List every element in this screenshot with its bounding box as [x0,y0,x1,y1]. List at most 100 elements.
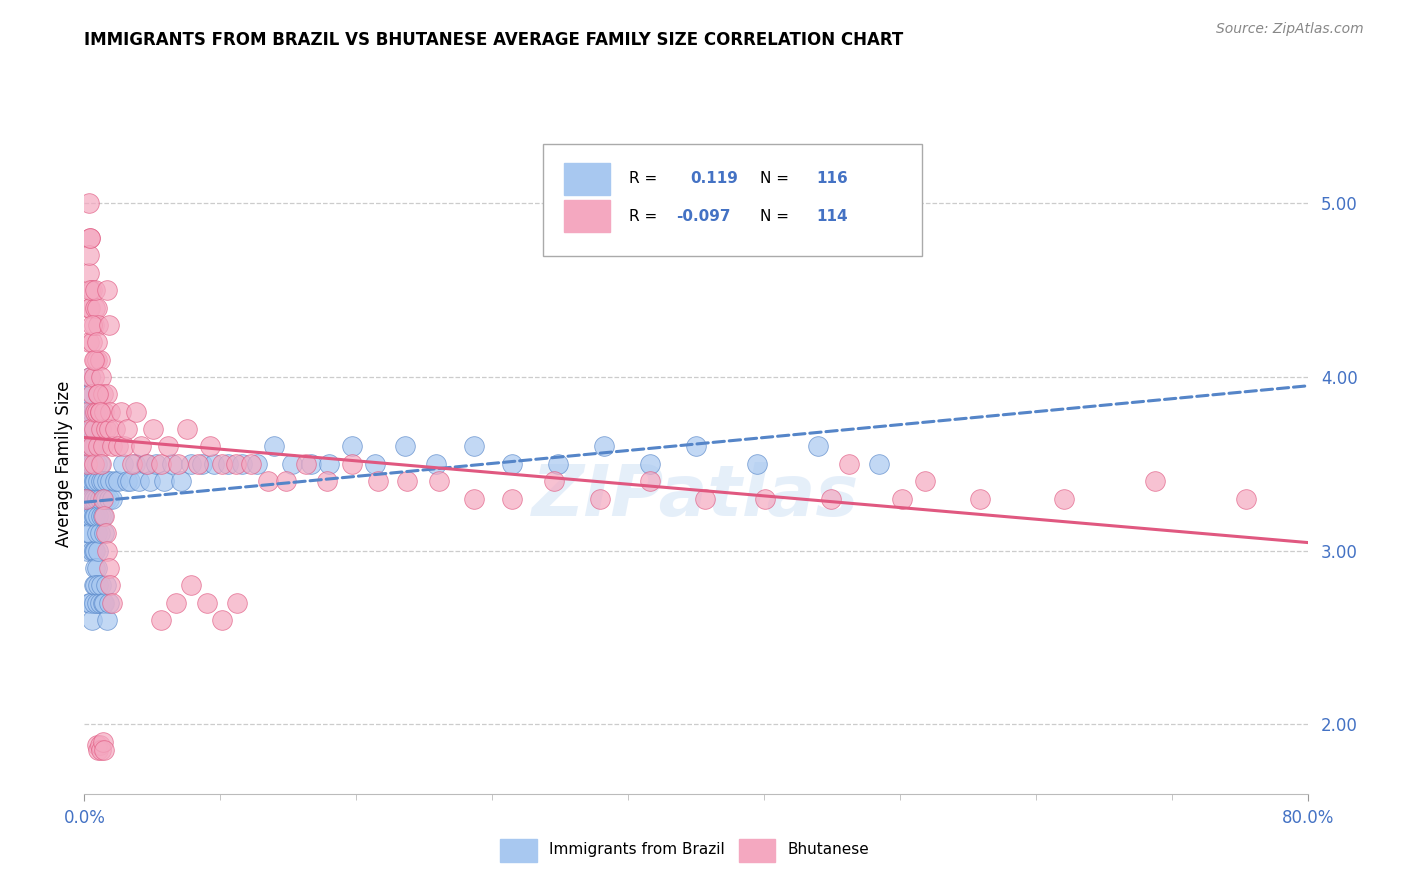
Point [316,474,339,488]
Point [96,543,118,558]
Point [695,491,717,506]
Point [170,474,193,488]
Point [84,578,107,592]
Point [89,738,111,752]
Point [77,491,100,506]
Point [807,440,830,454]
Point [79,491,101,506]
Point [463,440,485,454]
Point [83,405,105,419]
Point [502,457,524,471]
Point [83,508,105,523]
Point [86,301,108,315]
Text: N =: N = [759,171,793,186]
Text: R =: R = [628,209,662,224]
Point [91,387,114,401]
Point [685,440,707,454]
Point [94,526,117,541]
Point [84,474,107,488]
Point [87,543,110,558]
Text: IMMIGRANTS FROM BRAZIL VS BHUTANESE AVERAGE FAMILY SIZE CORRELATION CHART: IMMIGRANTS FROM BRAZIL VS BHUTANESE AVER… [84,31,904,49]
Point [86,405,108,419]
Point [87,440,110,454]
Text: N =: N = [759,209,793,224]
Point [543,474,565,488]
Point [427,474,450,488]
Point [747,457,769,471]
Point [157,440,180,454]
Point [75,491,97,506]
Point [124,457,146,471]
Point [395,474,418,488]
Point [195,596,218,610]
Text: R =: R = [628,171,662,186]
Point [820,491,842,506]
Bar [501,839,537,862]
Point [115,422,138,436]
Point [93,491,115,506]
Point [638,474,661,488]
Bar [738,839,776,862]
Point [754,491,776,506]
Point [295,457,318,471]
Point [128,474,150,488]
Point [90,370,112,384]
Point [91,474,114,488]
Point [198,440,221,454]
Point [86,596,108,610]
Point [87,318,110,332]
Text: ZIPatlas: ZIPatlas [533,462,859,532]
Point [202,457,225,471]
Point [91,491,114,506]
Point [79,440,101,454]
Point [101,596,124,610]
Point [96,474,118,488]
Point [180,457,202,471]
Point [246,457,269,471]
Bar [564,201,610,232]
Point [101,440,124,454]
Point [502,491,524,506]
Point [83,370,105,384]
Point [136,457,159,471]
Point [86,352,108,367]
Point [80,543,103,558]
Point [79,370,101,384]
Point [76,457,98,471]
Point [226,596,249,610]
Point [77,526,100,541]
Point [79,370,101,384]
Text: 0.119: 0.119 [690,171,738,186]
Point [89,596,111,610]
Point [76,405,98,419]
Point [86,738,108,752]
Point [87,578,110,592]
Point [160,457,183,471]
Point [84,508,107,523]
Point [165,596,187,610]
Point [225,457,247,471]
Point [97,318,120,332]
Point [125,405,148,419]
Text: 116: 116 [815,171,848,186]
Point [547,457,569,471]
Point [79,474,101,488]
Point [79,422,101,436]
Point [77,248,100,262]
Point [83,491,105,506]
Point [231,457,253,471]
Point [79,457,101,471]
Point [110,405,132,419]
Point [97,422,120,436]
Point [79,231,101,245]
Point [145,457,167,471]
Point [129,440,152,454]
Point [93,508,115,523]
Point [111,457,134,471]
Point [97,561,120,575]
Point [364,457,387,471]
Point [96,387,118,401]
Point [1053,491,1076,506]
Point [318,457,340,471]
Point [98,405,121,419]
